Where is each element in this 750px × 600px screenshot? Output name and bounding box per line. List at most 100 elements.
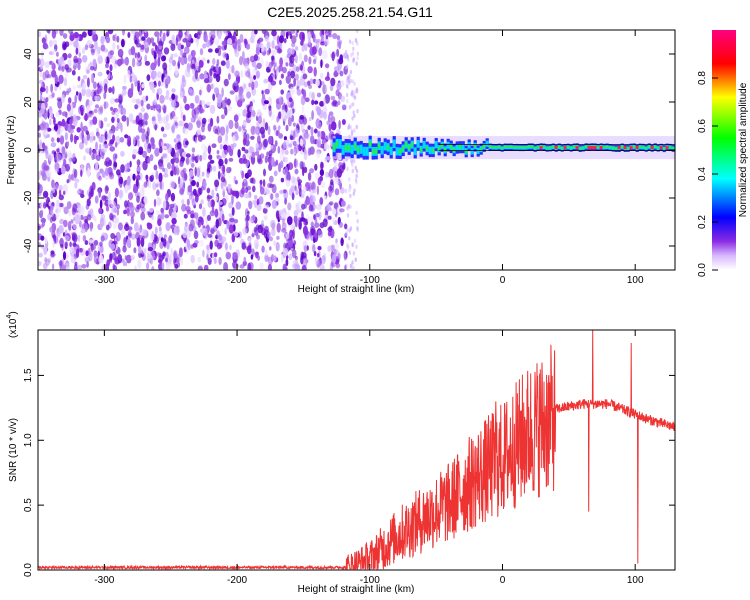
heatmap-noise-cell <box>239 33 244 43</box>
heatmap-noise-cell <box>339 80 345 87</box>
heatmap-noise-cell <box>201 171 205 177</box>
heatmap-noise-cell <box>190 244 194 249</box>
heatmap-noise-cell <box>330 95 336 101</box>
heatmap-noise-cell <box>197 30 202 36</box>
heatmap-noise-cell <box>147 251 150 262</box>
heatmap-noise-cell <box>303 245 308 253</box>
heatmap-noise-cell <box>61 94 65 103</box>
heatmap-noise-cell <box>303 54 308 63</box>
heatmap-noise-cell <box>285 31 289 40</box>
heatmap-band-peak <box>608 146 612 149</box>
heatmap-noise-cell <box>174 157 180 164</box>
heatmap-noise-cell <box>54 44 58 52</box>
heatmap-noise-cell <box>84 113 88 122</box>
heatmap-noise-cell <box>203 73 208 80</box>
heatmap-noise-cell <box>38 31 42 38</box>
heatmap-noise-cell <box>107 50 113 60</box>
heatmap-noise-cell <box>94 104 100 109</box>
heatmap-noise-cell <box>323 111 327 120</box>
heatmap-band-peak <box>551 146 555 149</box>
heatmap-noise-cell <box>140 44 145 50</box>
heatmap-noise-cell <box>206 187 211 194</box>
heatmap-noise-cell <box>307 172 312 181</box>
heatmap-noise-cell <box>355 61 358 66</box>
heatmap-noise-cell <box>349 263 352 269</box>
heatmap-noise-cell <box>137 80 141 86</box>
heatmap-noise-cell <box>264 249 268 256</box>
heatmap-noise-cell <box>259 126 265 135</box>
heatmap-noise-cell <box>67 124 71 133</box>
heatmap-noise-cell <box>190 37 194 44</box>
heatmap-noise-cell <box>53 125 59 131</box>
heatmap-noise-cell <box>197 128 202 135</box>
heatmap-noise-cell <box>346 213 350 218</box>
heatmap-noise-cell <box>265 60 269 69</box>
colorbar-tick-label: 0.8 <box>697 71 708 85</box>
heatmap-noise-cell <box>247 262 252 270</box>
heatmap-noise-cell <box>126 116 129 127</box>
heatmap-noise-cell <box>171 93 176 100</box>
heatmap-noise-cell <box>206 248 210 256</box>
heatmap-noise-cell <box>86 198 91 207</box>
heatmap-noise-cell <box>211 206 215 214</box>
heatmap-noise-cell <box>214 48 219 54</box>
heatmap-noise-cell <box>334 180 339 185</box>
heatmap-noise-cell <box>234 121 239 129</box>
heatmap-noise-cell <box>67 53 72 59</box>
heatmap-noise-cell <box>351 260 354 265</box>
heatmap-noise-cell <box>63 219 68 228</box>
heatmap-noise-cell <box>159 146 163 154</box>
heatmap-noise-cell <box>233 219 239 224</box>
heatmap-noise-cell <box>292 263 295 269</box>
heatmap-noise-cell <box>112 108 118 113</box>
heatmap-noise-cell <box>50 250 55 255</box>
heatmap-band-peak <box>464 149 468 154</box>
heatmap-noise-cell <box>287 162 294 171</box>
heatmap-noise-cell <box>182 151 187 157</box>
heatmap-noise-cell <box>212 83 216 89</box>
heatmap-noise-cell <box>132 173 136 181</box>
heatmap-noise-cell <box>171 100 177 108</box>
heatmap-noise-cell <box>107 30 114 35</box>
heatmap-noise-cell <box>111 116 115 123</box>
heatmap-noise-cell <box>346 227 349 233</box>
heatmap-noise-cell <box>264 204 270 209</box>
heatmap-noise-cell <box>216 230 221 238</box>
heatmap-noise-cell <box>157 31 160 40</box>
heatmap-noise-cell <box>188 193 193 200</box>
heatmap-noise-cell <box>288 143 293 148</box>
heatmap-noise-cell <box>298 208 303 213</box>
heatmap-noise-cell <box>207 233 213 238</box>
heatmap-noise-cell <box>58 84 62 91</box>
heatmap-noise-cell <box>348 250 351 255</box>
heatmap-noise-cell <box>147 180 152 189</box>
heatmap-noise-cell <box>96 132 101 139</box>
heatmap-noise-cell <box>305 232 311 241</box>
heatmap-noise-cell <box>132 148 138 155</box>
heatmap-noise-cell <box>288 253 293 261</box>
heatmap-noise-cell <box>139 200 145 209</box>
heatmap-band-peak <box>425 146 429 151</box>
heatmap-noise-cell <box>242 122 247 127</box>
heatmap-noise-cell <box>199 99 205 106</box>
heatmap-noise-cell <box>151 265 155 270</box>
heatmap-band-core <box>362 146 366 156</box>
heatmap-noise-cell <box>165 89 170 97</box>
heatmap-noise-cell <box>151 230 155 241</box>
heatmap-band-core <box>485 140 489 147</box>
heatmap-noise-cell <box>207 48 213 53</box>
heatmap-noise-cell <box>356 109 359 114</box>
heatmap-noise-cell <box>211 189 215 199</box>
heatmap-noise-cell <box>198 173 202 183</box>
heatmap-noise-cell <box>74 261 78 266</box>
heatmap-noise-cell <box>294 127 299 138</box>
heatmap-band-peak <box>398 149 402 154</box>
heatmap-noise-cell <box>256 204 262 212</box>
heatmap-noise-cell <box>351 116 354 121</box>
heatmap-noise-cell <box>202 150 207 161</box>
heatmap-noise-cell <box>292 130 296 141</box>
heatmap-noise-cell <box>183 95 187 104</box>
heatmap-noise-cell <box>263 138 268 148</box>
heatmap-noise-cell <box>351 242 354 247</box>
heatmap-noise-cell <box>319 72 324 80</box>
